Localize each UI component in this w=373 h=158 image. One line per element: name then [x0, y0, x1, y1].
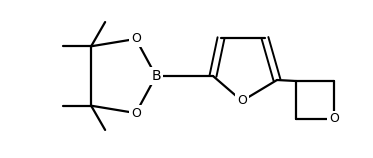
Text: O: O — [131, 32, 141, 45]
Text: O: O — [329, 112, 339, 125]
Text: O: O — [131, 107, 141, 120]
Text: B: B — [151, 69, 161, 83]
Text: O: O — [237, 94, 247, 107]
